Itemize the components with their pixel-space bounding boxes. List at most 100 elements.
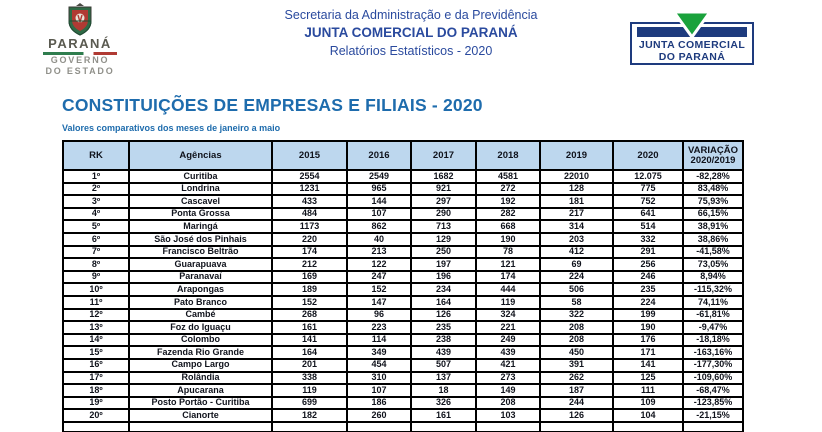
table-cell: 256 [612, 257, 684, 272]
table-row: 18º Apucarana 119 107 18 149 187 111 -68,47% [62, 383, 744, 398]
table-cell: 104 [612, 408, 684, 423]
table-cell: 12º [62, 307, 130, 323]
table-cell: 2º [62, 181, 130, 197]
table-cell: 169 [271, 269, 348, 285]
table-cell: 338 [271, 370, 348, 386]
table-cell [271, 420, 348, 432]
table-cell: -82,28% [682, 169, 744, 184]
table-cell: -177,30% [682, 357, 744, 373]
table-cell: 310 [346, 370, 412, 386]
jucepar-logo-text: JUNTA COMERCIAL DO PARANÁ [632, 39, 752, 63]
table-cell: 2554 [271, 169, 348, 184]
table-cell: 235 [612, 282, 684, 297]
table-cell: 119 [475, 294, 541, 310]
table-cell: 454 [346, 357, 412, 373]
table-cell: 13º [62, 320, 130, 335]
table-cell: 322 [539, 307, 614, 323]
table-cell: 282 [475, 206, 541, 222]
table-cell: 234 [410, 282, 477, 297]
table-cell: 203 [539, 232, 614, 247]
table-cell: Campo Largo [128, 357, 273, 373]
table-cell: 450 [539, 345, 614, 360]
table-cell: 775 [612, 181, 684, 197]
table-cell: 5º [62, 219, 130, 234]
table-row-partial [62, 420, 744, 432]
table-cell: 1682 [410, 169, 477, 184]
column-header: 2015 [271, 140, 348, 171]
table-cell: 197 [410, 257, 477, 272]
gov-logo-line2: DO ESTADO [45, 65, 115, 76]
table-row: 13º Foz do Iguaçu 161 223 235 221 208 190 -9,47% [62, 320, 744, 335]
table-cell: -109,60% [682, 370, 744, 386]
parana-crest-icon [68, 3, 92, 36]
table-cell: 201 [271, 357, 348, 373]
table-cell: 213 [346, 244, 412, 260]
table-cell: Cambé [128, 307, 273, 323]
table-cell: 58 [539, 294, 614, 310]
table-cell: 66,15% [682, 206, 744, 222]
table-cell: 10º [62, 282, 130, 297]
table-cell: 38,86% [682, 232, 744, 247]
table-cell: 484 [271, 206, 348, 222]
table-cell: 1º [62, 169, 130, 184]
table-cell: 119 [271, 383, 348, 398]
table-cell: Curitiba [128, 169, 273, 184]
table-cell [682, 420, 744, 432]
table-cell: 224 [612, 294, 684, 310]
table-cell: Paranavaí [128, 269, 273, 285]
column-header: 2017 [410, 140, 477, 171]
table-cell: -61,81% [682, 307, 744, 323]
jucepar-logo: JUNTA COMERCIAL DO PARANÁ [630, 10, 754, 65]
table-cell [346, 420, 412, 432]
table-cell: 713 [410, 219, 477, 234]
table-cell: 75,93% [682, 194, 744, 209]
table-cell: 332 [612, 232, 684, 247]
column-header: RK [62, 140, 130, 171]
table-cell: 129 [410, 232, 477, 247]
table-row: 1º Curitiba 2554 2549 1682 4581 22010 12.075 -82… [62, 169, 744, 184]
letterhead-junta-comercial: JUNTA COMERCIAL DO PARANÁ [304, 25, 518, 40]
table-cell: -41,58% [682, 244, 744, 260]
table-cell: 187 [539, 383, 614, 398]
table-row: 3º Cascavel 433 144 297 192 181 752 75,93% [62, 194, 744, 209]
table-cell: 40 [346, 232, 412, 247]
table-cell: 349 [346, 345, 412, 360]
table-cell: 128 [539, 181, 614, 197]
table-row: 19º Posto Portão - Curitiba 699 186 326 208 24… [62, 395, 744, 411]
table-cell: 862 [346, 219, 412, 234]
table-cell: 262 [539, 370, 614, 386]
page-title: CONSTITUIÇÕES DE EMPRESAS E FILIAIS - 20… [62, 95, 483, 115]
table-row: 16º Campo Largo 201 454 507 421 391 141 -177,30% [62, 357, 744, 373]
table-cell: 96 [346, 307, 412, 323]
table-cell: 16º [62, 357, 130, 373]
table-cell: 272 [475, 181, 541, 197]
table-row: 2º Londrina 1231 965 921 272 128 775 83,48% [62, 181, 744, 197]
table-cell: 250 [410, 244, 477, 260]
table-body: 1º Curitiba 2554 2549 1682 4581 22010 12.075 -82… [62, 169, 744, 432]
table-cell: Apucarana [128, 383, 273, 398]
table-cell: 141 [612, 357, 684, 373]
table-cell: 208 [475, 395, 541, 411]
table-cell: 107 [346, 383, 412, 398]
table-cell: Cascavel [128, 194, 273, 209]
table-row: 15º Fazenda Rio Grande 164 349 439 439 450 171-… [62, 345, 744, 360]
table-cell: 412 [539, 244, 614, 260]
table-cell: 4º [62, 206, 130, 222]
column-header: 2018 [475, 140, 541, 171]
table-cell: Londrina [128, 181, 273, 197]
table-cell: 111 [612, 383, 684, 398]
table-cell: 208 [539, 332, 614, 348]
table-cell: 20º [62, 408, 130, 423]
table-cell: 83,48% [682, 181, 744, 197]
table-cell: 7º [62, 244, 130, 260]
table-cell: 297 [410, 194, 477, 209]
constitutions-table: RK Agências 2015 2016 2017 2018 2019 2020 VARIAÇ… [62, 140, 744, 432]
table-cell: 126 [410, 307, 477, 323]
table-cell: Maringá [128, 219, 273, 234]
table-cell: Rolândia [128, 370, 273, 386]
table-cell: 69 [539, 257, 614, 272]
table-cell: 199 [612, 307, 684, 323]
table-cell: 141 [271, 332, 348, 348]
table-cell: Fazenda Rio Grande [128, 345, 273, 360]
column-header: 2020 [612, 140, 684, 171]
